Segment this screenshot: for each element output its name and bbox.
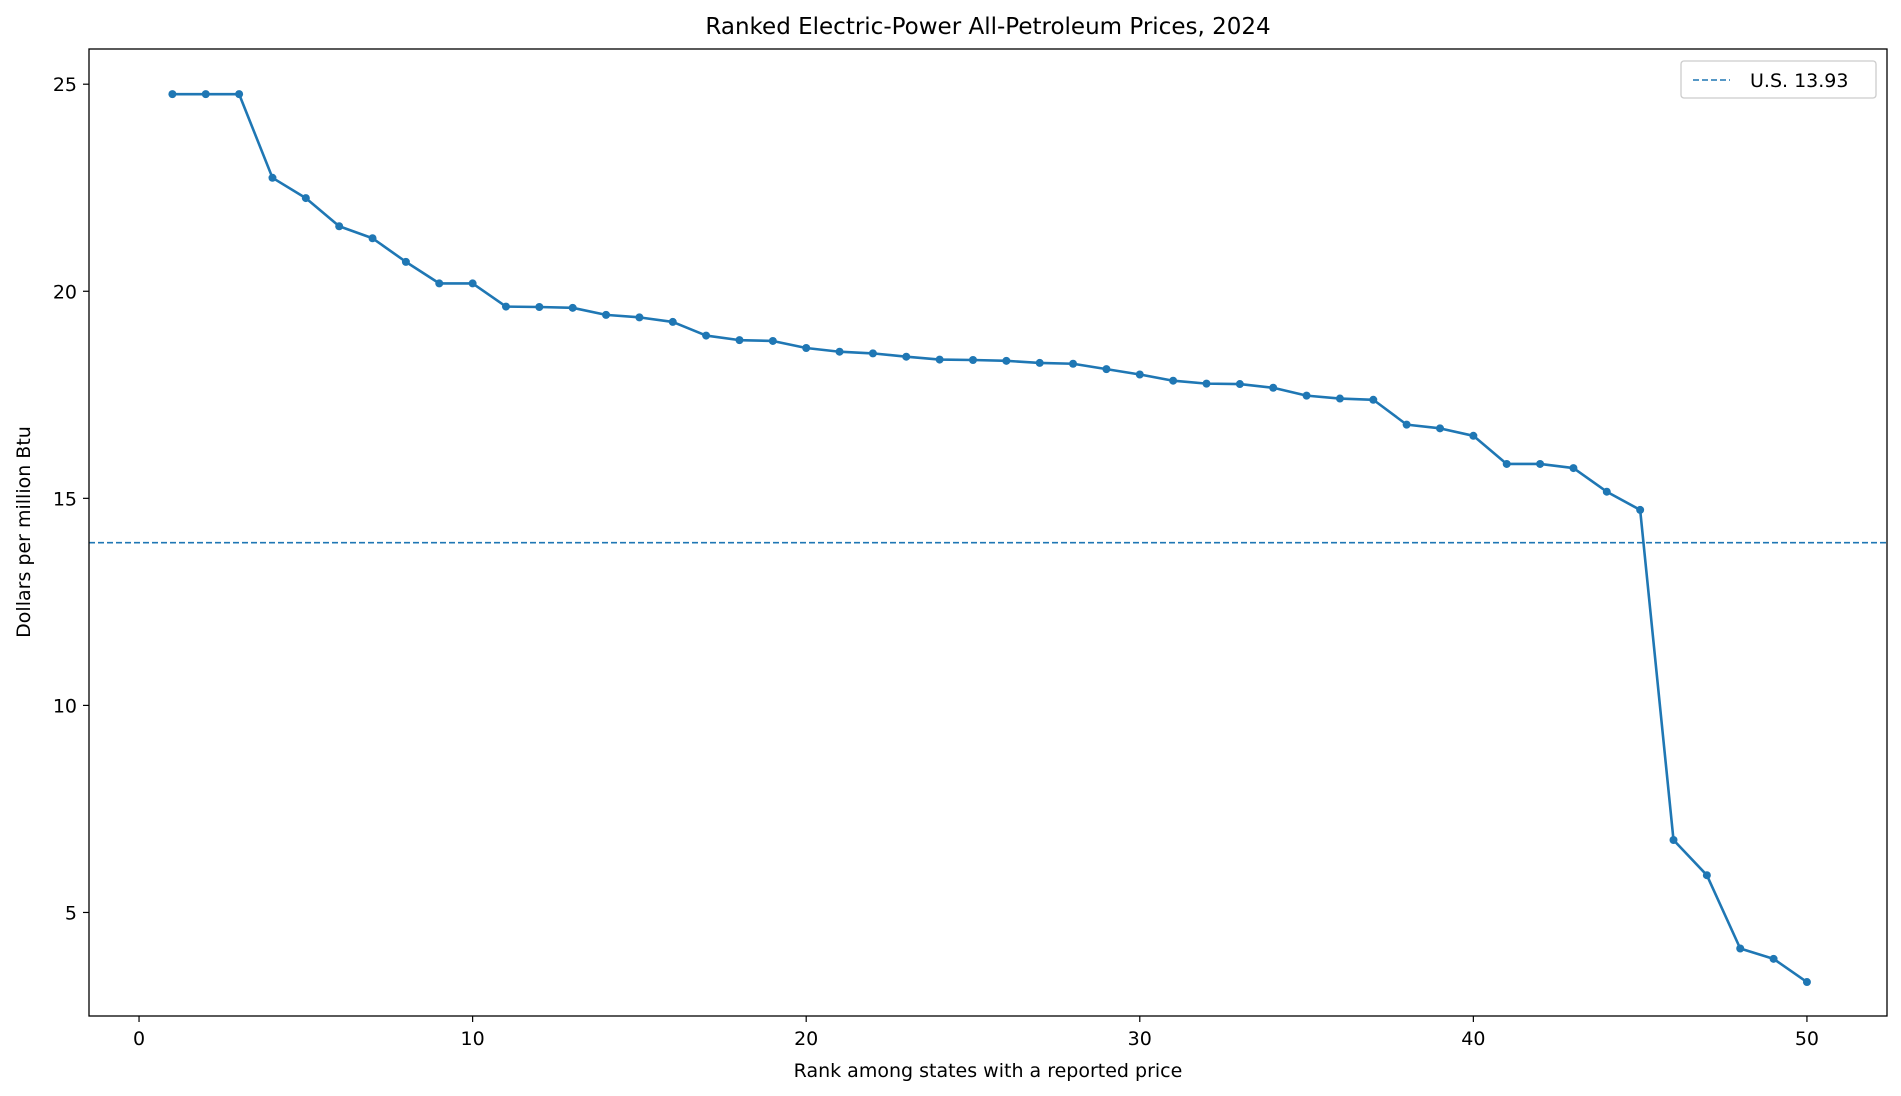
data-point [902,352,911,361]
data-point [168,90,177,99]
x-tick-label: 0 [133,1028,145,1050]
x-axis: 0 10 20 30 40 50 [133,1016,1819,1050]
data-point [1235,380,1244,389]
data-point [868,349,877,358]
data-point [435,279,444,288]
data-point [1769,954,1778,963]
y-tick-label: 25 [53,74,77,96]
data-point [935,355,944,364]
data-point [802,344,811,352]
data-point [835,347,844,356]
data-point [201,90,210,99]
data-point [1636,505,1645,514]
data-point [235,90,244,99]
data-point [1702,871,1711,880]
data-point [1802,978,1811,987]
data-point [702,331,711,340]
y-tick-label: 10 [53,695,77,717]
data-point [468,279,477,288]
data-point [968,356,977,365]
data-point [501,302,510,311]
data-point [668,317,677,326]
x-tick-label: 30 [1128,1028,1152,1050]
data-point [1502,459,1511,468]
y-tick-label: 20 [53,281,77,303]
data-point [335,222,344,231]
data-point [1736,944,1745,953]
y-tick-label: 15 [53,488,77,510]
data-point [1035,358,1044,367]
data-point [1202,379,1211,388]
data-point [1469,431,1478,440]
legend: U.S. 13.93 [1680,60,1877,99]
legend-frame [1680,60,1877,99]
data-point [635,313,644,322]
x-axis-label: Rank among states with a reported price [794,1060,1183,1082]
data-point [1135,370,1144,379]
data-point [1536,459,1545,468]
plot-area [89,49,1887,1016]
data-point [1302,391,1311,400]
data-point [768,336,777,345]
y-axis: 5 10 15 20 25 [53,74,89,924]
data-point [1602,487,1611,496]
y-tick-label: 5 [65,902,77,924]
data-point [1069,359,1078,368]
data-point [401,257,410,266]
plot-frame [88,48,1888,1017]
x-tick-label: 40 [1461,1028,1485,1050]
data-point [368,234,377,243]
data-point [568,303,577,312]
series-layer [168,90,1811,987]
x-tick-label: 20 [794,1028,818,1050]
legend-label: U.S. 13.93 [1750,70,1848,92]
data-point [1436,424,1444,433]
series-line-0 [171,92,1809,984]
data-point [735,336,744,345]
data-point [1102,365,1111,374]
data-point [1569,464,1578,473]
data-point [1369,395,1378,404]
data-point [301,194,310,203]
x-tick-label: 10 [461,1028,485,1050]
data-point [602,310,611,319]
data-point [1669,835,1678,844]
data-point [1335,394,1344,403]
y-axis-label: Dollars per million Btu [13,426,35,638]
data-point [535,303,544,311]
data-point [1169,376,1178,385]
data-point [1002,356,1011,365]
chart-title: Ranked Electric-Power All-Petroleum Pric… [705,14,1270,40]
data-point [1269,383,1278,392]
data-point [268,173,277,182]
x-tick-label: 50 [1795,1028,1819,1050]
data-point [1402,420,1411,429]
